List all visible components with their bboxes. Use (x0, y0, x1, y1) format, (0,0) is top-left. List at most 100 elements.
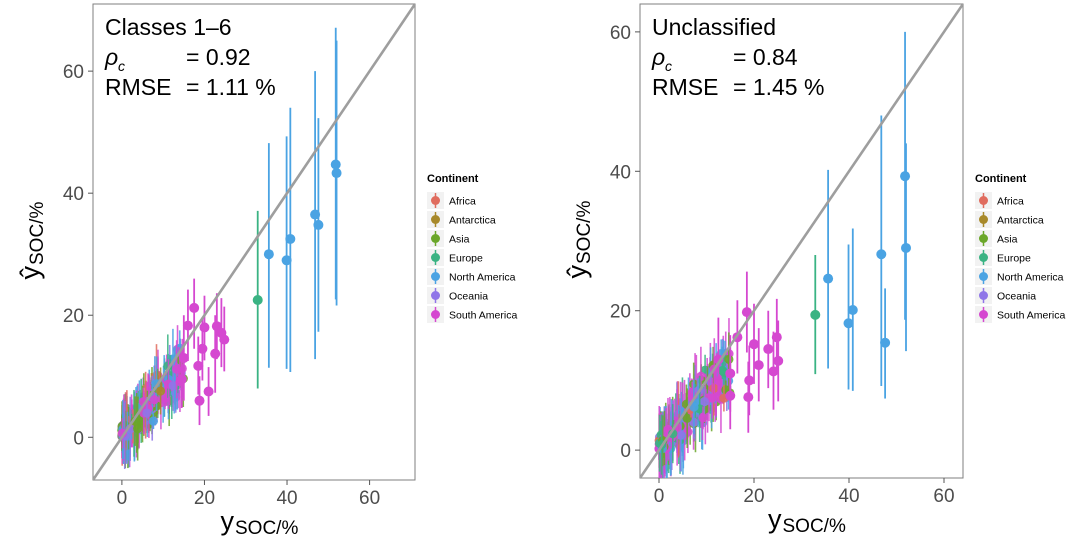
x-tick-label: 60 (933, 486, 954, 507)
chart-panel-2: 0 20 40 60 0 20 40 60 Unclassified ρ c = 0.84 RMSE = … (562, 3, 1065, 537)
y-axis-label-subscript: SOC/% (27, 202, 48, 265)
rho-subscript: c (118, 58, 125, 74)
data-point (749, 339, 759, 350)
data-point (199, 322, 210, 333)
data-point (203, 386, 214, 397)
data-point (210, 348, 221, 359)
data-point (148, 416, 158, 426)
x-tick-label: 20 (194, 488, 215, 509)
rho-label: ρ (651, 44, 665, 70)
legend-label: Oceania (997, 291, 1036, 303)
legend-key-dot (431, 253, 440, 262)
data-point (155, 386, 166, 396)
y-axis-label: ŷ (562, 265, 592, 279)
x-tick-label: 0 (117, 488, 128, 509)
legend: Continent Africa Antarctica Asia Europe North… (975, 173, 1065, 323)
x-tick-label: 20 (743, 486, 764, 507)
legend-key-dot (431, 234, 440, 243)
data-point (699, 396, 709, 407)
x-axis-label: y (221, 506, 235, 536)
data-point (197, 343, 208, 354)
x-tick-label: 60 (359, 488, 380, 509)
data-point (331, 168, 342, 179)
legend: Continent Africa Antarctica Asia Europe North… (427, 173, 517, 323)
legend-key-dot (431, 196, 440, 205)
data-point (176, 374, 187, 385)
legend-label: South America (997, 310, 1065, 322)
data-point (172, 364, 182, 374)
data-point (193, 360, 204, 371)
rmse-label: RMSE (105, 74, 171, 100)
legend-key-dot (979, 310, 988, 319)
data-point (263, 249, 274, 260)
data-point (682, 413, 692, 423)
y-axis-label-subscript: SOC/% (574, 201, 595, 264)
legend-key-dot (431, 272, 440, 281)
legend-key-dot (979, 196, 988, 205)
data-layer (640, 4, 963, 478)
data-point (707, 393, 717, 403)
y-tick-label: 20 (610, 302, 631, 323)
rmse-label: RMSE (652, 74, 718, 100)
identity-line (640, 4, 963, 478)
data-point (713, 354, 724, 365)
data-point (843, 318, 854, 329)
data-point (744, 375, 755, 386)
data-point (313, 219, 324, 230)
y-tick-label: 60 (63, 62, 84, 83)
y-tick-label: 60 (610, 23, 631, 44)
data-point (741, 307, 752, 318)
rho-label: ρ (104, 44, 118, 70)
data-point (753, 360, 764, 371)
data-point (743, 392, 754, 403)
legend-label: Asia (997, 234, 1018, 246)
data-point (252, 294, 263, 305)
rho-value: = 0.92 (186, 44, 251, 70)
legend-key-dot (979, 291, 988, 300)
data-point (182, 320, 193, 331)
x-tick-label: 40 (838, 486, 859, 507)
data-point (149, 395, 159, 405)
legend-label: Antarctica (449, 215, 496, 227)
data-point (675, 430, 685, 440)
legend-label: North America (997, 272, 1064, 284)
legend-key-dot (431, 215, 440, 224)
data-point (689, 402, 699, 412)
data-point (810, 309, 821, 320)
legend-key-dot (979, 253, 988, 262)
data-point (847, 305, 858, 316)
data-point (768, 366, 779, 377)
data-point (285, 233, 296, 244)
data-point (773, 355, 784, 366)
legend-key-dot (979, 234, 988, 243)
y-axis-label: ŷ (15, 266, 45, 280)
legend-label: Antarctica (997, 215, 1044, 227)
data-point (717, 365, 728, 376)
legend-label: Oceania (449, 291, 488, 303)
legend-title: Continent (427, 173, 479, 185)
data-point (724, 354, 734, 365)
rho-value: = 0.84 (733, 44, 798, 70)
y-tick-label: 0 (620, 441, 631, 462)
data-point (901, 242, 911, 253)
legend-key-dot (431, 310, 440, 319)
y-tick-label: 40 (610, 162, 631, 183)
data-point (219, 334, 230, 345)
legend-label: Europe (449, 253, 483, 265)
data-point (876, 249, 887, 260)
y-tick-label: 0 (73, 428, 84, 449)
legend-key-dot (431, 291, 440, 300)
legend-label: South America (449, 310, 517, 322)
data-point (698, 413, 708, 423)
data-point (281, 255, 292, 266)
identity-line (93, 4, 415, 480)
legend-key-dot (979, 272, 988, 281)
x-tick-label: 0 (654, 486, 665, 507)
chart-panel-1: 0 20 40 60 0 20 40 60 Classes 1–6 ρ c = 0.92 RMSE = 1… (15, 3, 517, 538)
data-point (823, 273, 834, 284)
legend-label: Africa (997, 196, 1024, 208)
x-tick-label: 40 (276, 488, 297, 509)
